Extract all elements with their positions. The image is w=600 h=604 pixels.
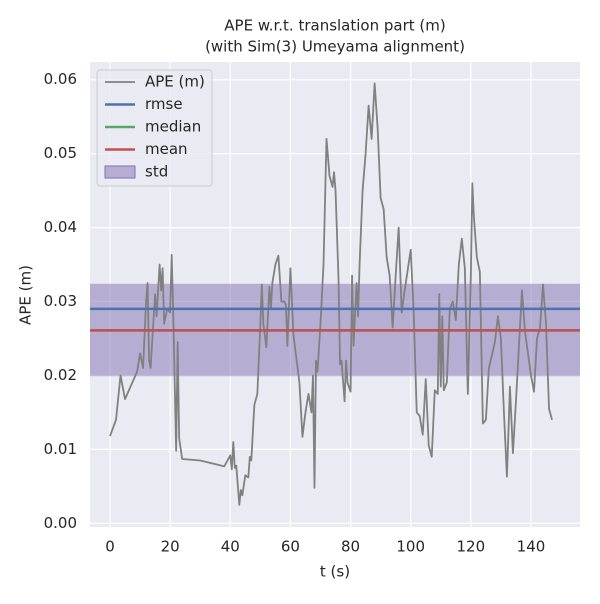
y-axis-label: APE (m): [17, 265, 35, 325]
y-tick-label: 0.02: [44, 366, 77, 384]
y-tick-label: 0.03: [44, 292, 77, 310]
x-tick-label: 60: [281, 538, 300, 556]
x-tick-label: 20: [161, 538, 180, 556]
x-tick-label: 140: [517, 538, 546, 556]
y-tick-label: 0.06: [44, 70, 77, 88]
axes: 0 20 40 60 80 100 120 140 0.00 0.01 0.02 0.03 0.04 0.…: [44, 70, 546, 555]
plot: [90, 82, 580, 506]
legend-label: mean: [145, 140, 188, 158]
legend-swatch: [104, 165, 136, 179]
legend-label: median: [145, 118, 201, 136]
x-axis-label: t (s): [320, 563, 350, 581]
x-tick-label: 80: [341, 538, 360, 556]
legend-label: APE (m): [145, 73, 205, 91]
chart-title: APE w.r.t. translation part (m): [224, 17, 445, 35]
y-tick-label: 0.04: [44, 218, 77, 236]
x-tick-label: 100: [396, 538, 425, 556]
x-tick-label: 0: [105, 538, 115, 556]
chart-subtitle: (with Sim(3) Umeyama alignment): [205, 38, 465, 56]
legend-label: std: [145, 163, 168, 181]
legend: APE (m) rmse median mean std: [96, 69, 213, 187]
legend-label: rmse: [145, 95, 183, 113]
y-tick-label: 0.01: [44, 440, 77, 458]
y-tick-label: 0.05: [44, 144, 77, 162]
x-tick-label: 120: [457, 538, 486, 556]
legend-box: [96, 69, 213, 187]
y-tick-label: 0.00: [44, 514, 77, 532]
ape-line: [109, 82, 553, 506]
x-tick-label: 40: [221, 538, 240, 556]
